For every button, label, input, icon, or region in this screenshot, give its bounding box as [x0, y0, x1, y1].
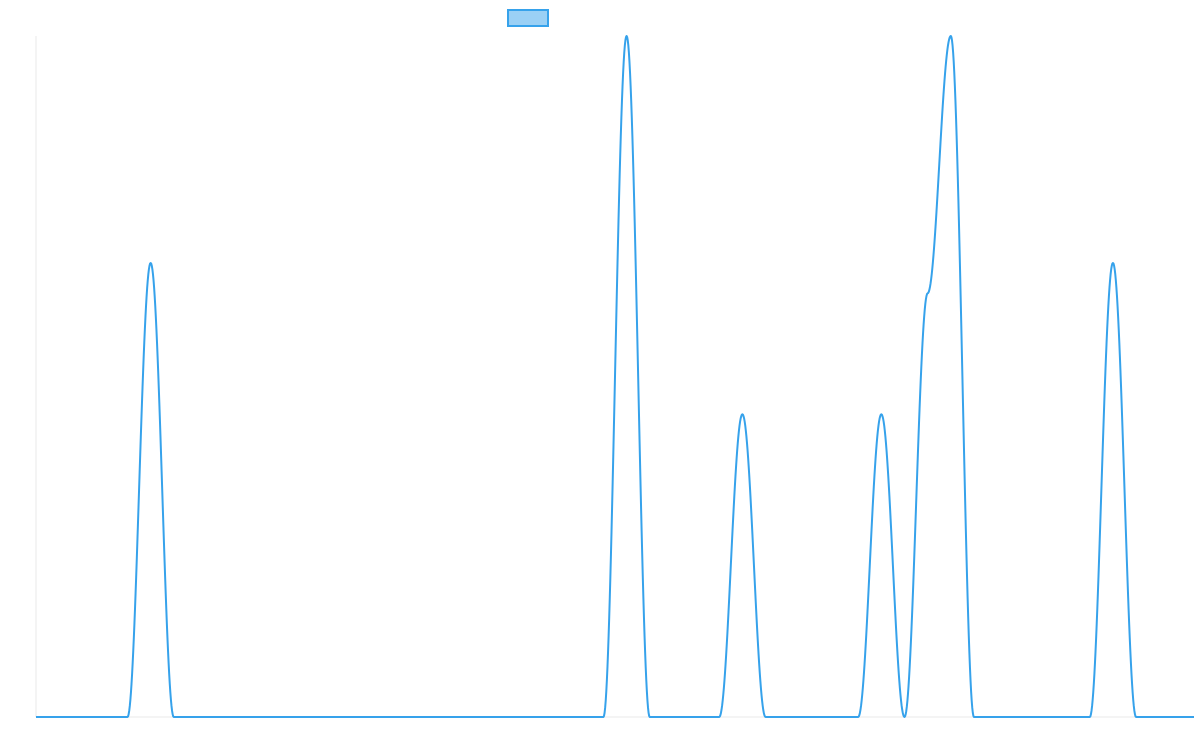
data-point[interactable]: [948, 33, 954, 39]
data-point[interactable]: [33, 714, 39, 720]
data-point[interactable]: [647, 714, 653, 720]
data-point[interactable]: [763, 714, 769, 720]
data-point[interactable]: [855, 714, 861, 720]
legend-swatch[interactable]: [507, 9, 549, 27]
data-point[interactable]: [878, 411, 884, 417]
data-point[interactable]: [739, 411, 745, 417]
series-layer: [33, 33, 1197, 720]
series-line-0[interactable]: [35, 35, 1195, 718]
data-point[interactable]: [902, 714, 908, 720]
data-point[interactable]: [1110, 260, 1116, 266]
data-point[interactable]: [600, 714, 606, 720]
data-point[interactable]: [148, 260, 154, 266]
data-point[interactable]: [172, 714, 178, 720]
data-point[interactable]: [716, 714, 722, 720]
data-point[interactable]: [624, 33, 630, 39]
data-point[interactable]: [1191, 714, 1197, 720]
data-point[interactable]: [1087, 714, 1093, 720]
data-point[interactable]: [1133, 714, 1139, 720]
data-point[interactable]: [971, 714, 977, 720]
data-point[interactable]: [123, 714, 129, 720]
data-point[interactable]: [925, 290, 931, 296]
